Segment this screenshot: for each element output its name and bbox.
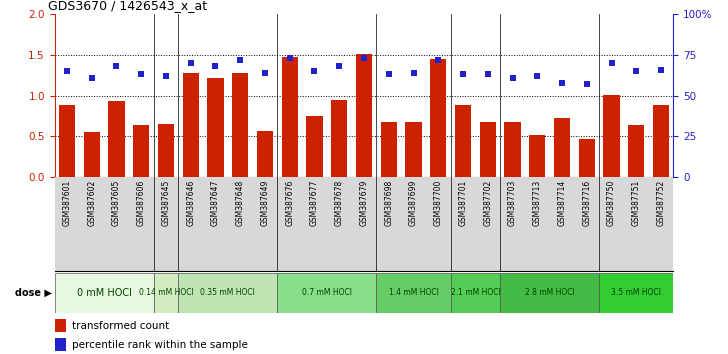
Point [135, 72, 147, 77]
Bar [84, 132, 100, 177]
Bar [628, 125, 644, 177]
Text: GDS3670 / 1426543_x_at: GDS3670 / 1426543_x_at [49, 0, 207, 12]
Text: GSM387677: GSM387677 [310, 180, 319, 226]
Point [606, 60, 617, 66]
Text: 0.7 mM HOCl: 0.7 mM HOCl [302, 289, 352, 297]
Point [61, 68, 73, 74]
Bar [331, 100, 347, 177]
Bar [500, 273, 599, 313]
Text: GSM387646: GSM387646 [186, 180, 195, 226]
Point [111, 63, 122, 69]
Point [160, 73, 172, 79]
Text: 0 mM HOCl: 0 mM HOCl [76, 288, 132, 298]
Text: GSM387606: GSM387606 [137, 180, 146, 226]
Text: GSM387645: GSM387645 [162, 180, 170, 226]
Text: GSM387700: GSM387700 [434, 180, 443, 226]
Bar [55, 273, 154, 313]
Bar [178, 273, 277, 313]
Point [482, 72, 494, 77]
Bar [158, 124, 174, 177]
Bar [455, 105, 471, 177]
Point [383, 72, 395, 77]
Text: GSM387679: GSM387679 [360, 180, 368, 226]
Text: GSM387648: GSM387648 [236, 180, 245, 226]
Text: GSM387702: GSM387702 [483, 180, 492, 226]
Text: GSM387703: GSM387703 [508, 180, 517, 226]
Text: GSM387699: GSM387699 [409, 180, 418, 226]
Bar [133, 125, 149, 177]
Bar [451, 273, 500, 313]
Bar [376, 273, 451, 313]
Bar [59, 105, 75, 177]
Text: GSM387701: GSM387701 [459, 180, 467, 226]
Bar [356, 54, 372, 177]
Text: GSM387602: GSM387602 [87, 180, 96, 226]
Point [259, 70, 271, 76]
Bar [277, 273, 376, 313]
Point [284, 55, 296, 61]
Bar [529, 136, 545, 177]
Bar [183, 73, 199, 177]
Bar [505, 122, 521, 177]
Point [185, 60, 197, 66]
Text: GSM387713: GSM387713 [533, 180, 542, 226]
Bar [653, 105, 669, 177]
Text: GSM387601: GSM387601 [63, 180, 71, 226]
Text: dose ▶: dose ▶ [15, 288, 52, 298]
Text: GSM387752: GSM387752 [657, 180, 665, 226]
Bar [480, 122, 496, 177]
Bar [232, 73, 248, 177]
Point [457, 72, 469, 77]
Bar [604, 95, 620, 177]
Text: GSM387647: GSM387647 [211, 180, 220, 226]
Text: 1.4 mM HOCl: 1.4 mM HOCl [389, 289, 438, 297]
Point [358, 55, 370, 61]
Point [432, 57, 444, 63]
Bar [554, 118, 570, 177]
Text: GSM387605: GSM387605 [112, 180, 121, 226]
Bar [430, 59, 446, 177]
Bar [282, 57, 298, 177]
Bar [405, 122, 422, 177]
Bar [306, 116, 323, 177]
Text: transformed count: transformed count [72, 321, 169, 331]
Text: GSM387751: GSM387751 [632, 180, 641, 226]
Point [234, 57, 246, 63]
Point [86, 75, 98, 80]
Point [655, 67, 667, 72]
Point [507, 75, 518, 80]
Text: 3.5 mM HOCl: 3.5 mM HOCl [612, 289, 661, 297]
Text: GSM387698: GSM387698 [384, 180, 393, 226]
Point [581, 81, 593, 87]
Point [531, 73, 543, 79]
Bar [257, 131, 273, 177]
Point [556, 80, 568, 85]
Bar [579, 139, 595, 177]
Bar [55, 338, 66, 351]
Text: 2.8 mM HOCl: 2.8 mM HOCl [525, 289, 574, 297]
Text: percentile rank within the sample: percentile rank within the sample [72, 339, 248, 349]
Bar [55, 319, 66, 332]
Text: 0.14 mM HOCl: 0.14 mM HOCl [138, 289, 194, 297]
Bar [207, 78, 223, 177]
Bar [108, 101, 124, 177]
Text: GSM387678: GSM387678 [335, 180, 344, 226]
Text: GSM387714: GSM387714 [558, 180, 566, 226]
Point [309, 68, 320, 74]
Point [210, 63, 221, 69]
Bar [154, 273, 178, 313]
Text: GSM387716: GSM387716 [582, 180, 591, 226]
Text: 0.35 mM HOCl: 0.35 mM HOCl [200, 289, 256, 297]
Text: GSM387750: GSM387750 [607, 180, 616, 226]
Point [333, 63, 345, 69]
Bar [381, 122, 397, 177]
Point [408, 70, 419, 76]
Text: 2.1 mM HOCl: 2.1 mM HOCl [451, 289, 500, 297]
Text: GSM387676: GSM387676 [285, 180, 294, 226]
Bar [599, 273, 673, 313]
Text: GSM387649: GSM387649 [261, 180, 269, 226]
Point [630, 68, 642, 74]
